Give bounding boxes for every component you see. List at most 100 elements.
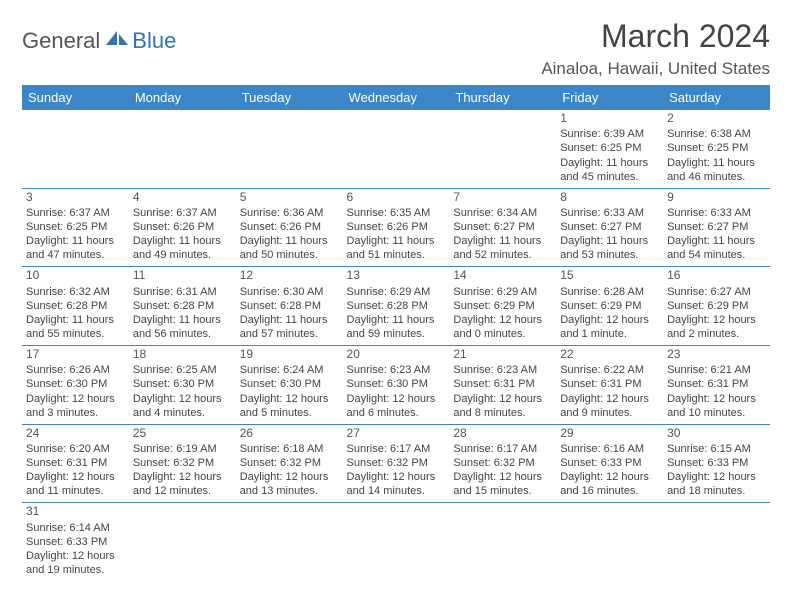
calendar-cell: 28Sunrise: 6:17 AMSunset: 6:32 PMDayligh… [449, 424, 556, 503]
calendar-cell: 5Sunrise: 6:36 AMSunset: 6:26 PMDaylight… [236, 188, 343, 267]
calendar-cell [236, 503, 343, 581]
calendar-cell: 7Sunrise: 6:34 AMSunset: 6:27 PMDaylight… [449, 188, 556, 267]
sunrise-text: Sunrise: 6:30 AM [240, 285, 339, 299]
calendar-cell: 22Sunrise: 6:22 AMSunset: 6:31 PMDayligh… [556, 346, 663, 425]
weekday-header: Thursday [449, 85, 556, 110]
sunset-text: Sunset: 6:30 PM [26, 377, 125, 391]
day-number: 14 [453, 268, 552, 283]
daylight-text: Daylight: 12 hours [26, 470, 125, 484]
calendar-table: SundayMondayTuesdayWednesdayThursdayFrid… [22, 85, 770, 581]
calendar-cell [556, 503, 663, 581]
location: Ainaloa, Hawaii, United States [541, 59, 770, 79]
sunrise-text: Sunrise: 6:20 AM [26, 442, 125, 456]
calendar-cell [236, 110, 343, 188]
calendar-row: 31Sunrise: 6:14 AMSunset: 6:33 PMDayligh… [22, 503, 770, 581]
calendar-cell: 27Sunrise: 6:17 AMSunset: 6:32 PMDayligh… [343, 424, 450, 503]
sunrise-text: Sunrise: 6:34 AM [453, 206, 552, 220]
sunset-text: Sunset: 6:27 PM [667, 220, 766, 234]
sunset-text: Sunset: 6:33 PM [667, 456, 766, 470]
sunset-text: Sunset: 6:25 PM [667, 141, 766, 155]
calendar-row: 10Sunrise: 6:32 AMSunset: 6:28 PMDayligh… [22, 267, 770, 346]
daylight-text: and 16 minutes. [560, 484, 659, 498]
calendar-cell: 8Sunrise: 6:33 AMSunset: 6:27 PMDaylight… [556, 188, 663, 267]
day-number: 23 [667, 347, 766, 362]
calendar-row: 1Sunrise: 6:39 AMSunset: 6:25 PMDaylight… [22, 110, 770, 188]
month-title: March 2024 [541, 18, 770, 55]
sail-icon [104, 29, 130, 47]
day-number: 15 [560, 268, 659, 283]
sunset-text: Sunset: 6:31 PM [453, 377, 552, 391]
daylight-text: Daylight: 12 hours [26, 392, 125, 406]
sunset-text: Sunset: 6:26 PM [133, 220, 232, 234]
daylight-text: Daylight: 12 hours [240, 392, 339, 406]
day-number: 13 [347, 268, 446, 283]
daylight-text: Daylight: 11 hours [560, 156, 659, 170]
day-number: 5 [240, 190, 339, 205]
daylight-text: and 56 minutes. [133, 327, 232, 341]
calendar-cell: 31Sunrise: 6:14 AMSunset: 6:33 PMDayligh… [22, 503, 129, 581]
sunrise-text: Sunrise: 6:25 AM [133, 363, 232, 377]
calendar-cell: 25Sunrise: 6:19 AMSunset: 6:32 PMDayligh… [129, 424, 236, 503]
calendar-cell: 17Sunrise: 6:26 AMSunset: 6:30 PMDayligh… [22, 346, 129, 425]
daylight-text: and 12 minutes. [133, 484, 232, 498]
daylight-text: Daylight: 11 hours [26, 313, 125, 327]
sunset-text: Sunset: 6:32 PM [453, 456, 552, 470]
day-number: 3 [26, 190, 125, 205]
day-number: 2 [667, 111, 766, 126]
day-number: 17 [26, 347, 125, 362]
daylight-text: and 2 minutes. [667, 327, 766, 341]
daylight-text: Daylight: 12 hours [133, 392, 232, 406]
weekday-header: Monday [129, 85, 236, 110]
sunset-text: Sunset: 6:27 PM [453, 220, 552, 234]
sunrise-text: Sunrise: 6:15 AM [667, 442, 766, 456]
sunrise-text: Sunrise: 6:33 AM [667, 206, 766, 220]
calendar-cell [343, 503, 450, 581]
calendar-cell: 24Sunrise: 6:20 AMSunset: 6:31 PMDayligh… [22, 424, 129, 503]
header: General Blue March 2024 Ainaloa, Hawaii,… [22, 18, 770, 79]
daylight-text: Daylight: 11 hours [667, 234, 766, 248]
calendar-cell: 11Sunrise: 6:31 AMSunset: 6:28 PMDayligh… [129, 267, 236, 346]
calendar-cell [129, 110, 236, 188]
daylight-text: and 49 minutes. [133, 248, 232, 262]
sunrise-text: Sunrise: 6:19 AM [133, 442, 232, 456]
sunset-text: Sunset: 6:33 PM [26, 535, 125, 549]
daylight-text: Daylight: 12 hours [347, 392, 446, 406]
sunrise-text: Sunrise: 6:18 AM [240, 442, 339, 456]
sunset-text: Sunset: 6:28 PM [347, 299, 446, 313]
calendar-cell: 23Sunrise: 6:21 AMSunset: 6:31 PMDayligh… [663, 346, 770, 425]
daylight-text: Daylight: 11 hours [240, 234, 339, 248]
calendar-row: 17Sunrise: 6:26 AMSunset: 6:30 PMDayligh… [22, 346, 770, 425]
daylight-text: and 19 minutes. [26, 563, 125, 577]
calendar-cell: 29Sunrise: 6:16 AMSunset: 6:33 PMDayligh… [556, 424, 663, 503]
daylight-text: Daylight: 12 hours [453, 470, 552, 484]
day-number: 6 [347, 190, 446, 205]
calendar-cell: 12Sunrise: 6:30 AMSunset: 6:28 PMDayligh… [236, 267, 343, 346]
sunrise-text: Sunrise: 6:21 AM [667, 363, 766, 377]
daylight-text: and 11 minutes. [26, 484, 125, 498]
day-number: 16 [667, 268, 766, 283]
sunset-text: Sunset: 6:27 PM [560, 220, 659, 234]
sunrise-text: Sunrise: 6:14 AM [26, 521, 125, 535]
calendar-cell: 6Sunrise: 6:35 AMSunset: 6:26 PMDaylight… [343, 188, 450, 267]
daylight-text: and 15 minutes. [453, 484, 552, 498]
sunrise-text: Sunrise: 6:17 AM [453, 442, 552, 456]
weekday-header: Friday [556, 85, 663, 110]
daylight-text: and 13 minutes. [240, 484, 339, 498]
sunset-text: Sunset: 6:31 PM [667, 377, 766, 391]
day-number: 7 [453, 190, 552, 205]
daylight-text: and 59 minutes. [347, 327, 446, 341]
sunset-text: Sunset: 6:30 PM [347, 377, 446, 391]
calendar-cell: 30Sunrise: 6:15 AMSunset: 6:33 PMDayligh… [663, 424, 770, 503]
sunset-text: Sunset: 6:25 PM [26, 220, 125, 234]
daylight-text: Daylight: 12 hours [133, 470, 232, 484]
daylight-text: Daylight: 11 hours [347, 313, 446, 327]
sunset-text: Sunset: 6:33 PM [560, 456, 659, 470]
sunrise-text: Sunrise: 6:27 AM [667, 285, 766, 299]
day-number: 25 [133, 426, 232, 441]
calendar-cell: 2Sunrise: 6:38 AMSunset: 6:25 PMDaylight… [663, 110, 770, 188]
calendar-cell [343, 110, 450, 188]
daylight-text: Daylight: 11 hours [240, 313, 339, 327]
sunrise-text: Sunrise: 6:24 AM [240, 363, 339, 377]
sunrise-text: Sunrise: 6:29 AM [347, 285, 446, 299]
sunrise-text: Sunrise: 6:26 AM [26, 363, 125, 377]
